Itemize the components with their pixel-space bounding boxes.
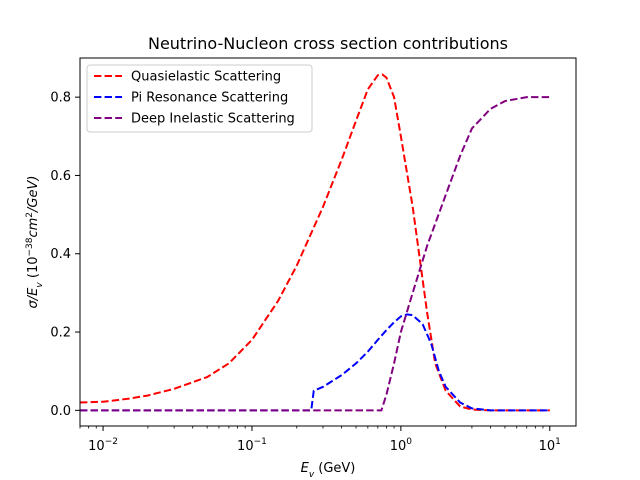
legend-box	[86, 64, 313, 133]
legend: Quasielastic Scattering Pi Resonance Scat…	[86, 64, 313, 133]
legend-label: Quasielastic Scattering	[131, 70, 281, 85]
x-axis: 10−2 10−1 100 101	[79, 426, 561, 454]
axes-frame	[79, 57, 577, 427]
series-line-2	[80, 313, 550, 412]
y-tick-label: 0.8	[50, 91, 71, 106]
y-tick-label: 0.4	[50, 247, 71, 262]
y-tick-label: 0.6	[50, 169, 71, 184]
plot-area	[80, 73, 550, 412]
series-line-3	[80, 96, 550, 412]
x-tick-label: 101	[539, 437, 561, 454]
y-tick-label: 0.2	[50, 326, 71, 341]
legend-label: Deep Inelastic Scattering	[131, 112, 295, 127]
y-axis: 0.0 0.2 0.4 0.6 0.8	[50, 91, 80, 419]
series-line-1	[80, 73, 550, 412]
chart-title: Neutrino-Nucleon cross section contribut…	[148, 34, 508, 53]
y-axis-label: σ/Ev (10−38cm2/GeV)	[25, 176, 45, 309]
legend-label: Pi Resonance Scattering	[131, 91, 288, 106]
x-tick-label: 10−2	[88, 437, 118, 454]
x-tick-label: 10−1	[237, 437, 267, 454]
y-tick-label: 0.0	[50, 404, 71, 419]
x-tick-label: 100	[390, 437, 413, 454]
x-axis-label: Ev (GeV)	[301, 461, 356, 480]
